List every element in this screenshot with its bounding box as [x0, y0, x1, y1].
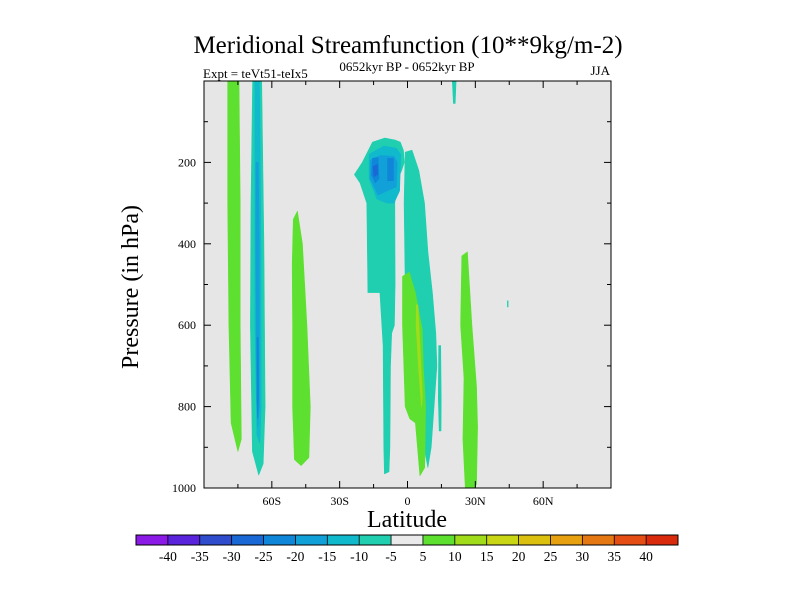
colorbar-label: 15	[480, 549, 494, 564]
colorbar-label: 10	[448, 549, 462, 564]
season-label: JJA	[590, 63, 610, 78]
expt-label: Expt = teVt51-teIx5	[203, 66, 308, 81]
colorbar-swatch	[167, 535, 201, 545]
colorbar-label: 30	[576, 549, 590, 564]
colorbar-label: 40	[639, 549, 653, 564]
y-tick-label: 1000	[172, 481, 196, 495]
contour-yellow-streak	[415, 304, 423, 407]
colorbar-swatch	[454, 535, 487, 545]
x-tick-label: 30S	[330, 494, 349, 508]
colorbar-label: -40	[159, 549, 177, 564]
x-axis: 60S 30S 0 30N 60N	[237, 81, 578, 508]
contour-green-equatorial	[402, 271, 426, 477]
colorbar-swatch	[199, 535, 232, 545]
colorbar-swatch	[295, 535, 328, 545]
contour-cyan-top-20N	[451, 81, 457, 104]
y-tick-label: 800	[178, 400, 196, 414]
x-tick-label: 0	[405, 494, 411, 508]
chart-subtitle: 0652kyr BP - 0652kyr BP	[339, 59, 474, 74]
contour-cyan-sliver-15N	[437, 345, 442, 432]
colorbar-swatch	[263, 535, 296, 545]
colorbar-swatch	[422, 535, 456, 545]
x-tick-label: 60S	[262, 494, 281, 508]
colorbar-swatch	[582, 535, 615, 545]
colorbar-swatch	[550, 535, 583, 545]
x-tick-label: 60N	[533, 494, 554, 508]
y-tick-label: 400	[178, 237, 196, 251]
contour-green-30N	[460, 251, 478, 488]
colorbar-label: -20	[286, 549, 304, 564]
colorbar-label: 25	[544, 549, 558, 564]
colorbar-label: -5	[385, 549, 396, 564]
colorbar-label: -10	[350, 549, 368, 564]
x-tick-label: 30N	[465, 494, 486, 508]
colorbar-label: -15	[318, 549, 336, 564]
contour-dot-44N	[507, 300, 509, 308]
y-axis-label: Pressure (in hPa)	[118, 205, 144, 369]
colorbar-label: 35	[607, 549, 621, 564]
contour-green-band-80S	[227, 81, 242, 452]
contour-core-tropics	[372, 164, 379, 177]
colorbar-label: -30	[223, 549, 241, 564]
colorbar-label: 5	[420, 549, 427, 564]
colorbar-frame	[135, 534, 679, 546]
contour-cyan-tropics-main	[354, 137, 405, 475]
x-axis-label: Latitude	[367, 507, 447, 533]
colorbar-swatch	[327, 535, 360, 545]
colorbar-swatch	[359, 535, 392, 545]
colorbar: -40 -35 -30 -25 -20 -15 -10 -5 5 10 15 20 25 30 35 40	[135, 534, 679, 564]
colorbar-label: -25	[255, 549, 273, 564]
colorbar-swatch	[614, 535, 647, 545]
contour-deep-tropics-2	[387, 158, 394, 181]
contour-regions	[227, 81, 509, 488]
colorbar-label: -35	[191, 549, 209, 564]
colorbar-swatch	[646, 535, 679, 545]
colorbar-swatch	[231, 535, 264, 545]
colorbar-swatch	[486, 535, 519, 545]
colorbar-swatch	[518, 535, 551, 545]
y-axis: 200 400 600 800 1000	[172, 121, 611, 495]
colorbar-swatch	[136, 535, 169, 545]
y-tick-label: 200	[178, 155, 196, 169]
colorbar-label: 20	[512, 549, 526, 564]
contour-deep-jet-65S	[256, 337, 259, 420]
contour-green-blob-45S	[291, 210, 311, 466]
chart-title: Meridional Streamfunction (10**9kg/m-2)	[193, 32, 622, 59]
y-tick-label: 600	[178, 318, 196, 332]
colorbar-swatch	[391, 535, 424, 545]
